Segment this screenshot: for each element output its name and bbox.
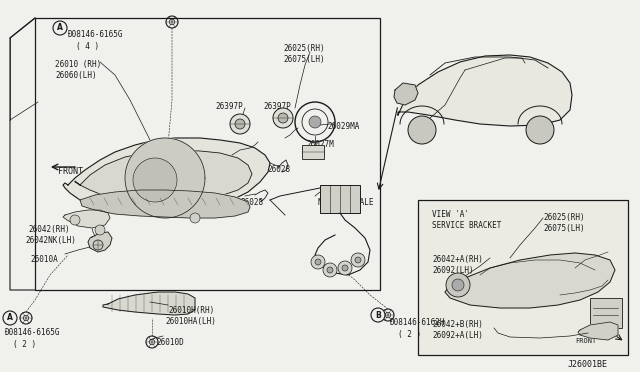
Bar: [418, 200, 628, 355]
Circle shape: [327, 267, 333, 273]
Text: 26075(LH): 26075(LH): [543, 224, 584, 233]
Circle shape: [323, 263, 337, 277]
Text: VIEW 'A': VIEW 'A': [432, 210, 469, 219]
Text: B: B: [375, 311, 381, 320]
Bar: [590, 298, 622, 328]
Text: FRONT: FRONT: [575, 338, 596, 344]
Circle shape: [338, 261, 352, 275]
Text: ( 4 ): ( 4 ): [76, 42, 99, 51]
Text: A: A: [57, 23, 63, 32]
Text: 26025(RH): 26025(RH): [543, 213, 584, 222]
Text: 26028: 26028: [240, 198, 263, 207]
Text: 26060(LH): 26060(LH): [55, 71, 97, 80]
Text: FRONT: FRONT: [58, 167, 83, 176]
Text: 26028: 26028: [267, 165, 290, 174]
Polygon shape: [578, 322, 618, 340]
Polygon shape: [80, 190, 250, 218]
Text: 26092(LH): 26092(LH): [432, 266, 474, 275]
Polygon shape: [103, 292, 195, 315]
Circle shape: [452, 279, 464, 291]
Circle shape: [133, 158, 177, 202]
Text: SERVICE BRACKET: SERVICE BRACKET: [432, 221, 501, 230]
Circle shape: [309, 116, 321, 128]
Text: 26010 (RH): 26010 (RH): [55, 60, 101, 69]
Polygon shape: [63, 210, 110, 228]
Circle shape: [93, 240, 103, 250]
Polygon shape: [88, 232, 112, 252]
Circle shape: [70, 215, 80, 225]
Circle shape: [371, 308, 385, 322]
Text: NOT FOR SALE: NOT FOR SALE: [318, 198, 374, 207]
Text: Ð08146-6162H: Ð08146-6162H: [390, 318, 445, 327]
Text: 26042(RH): 26042(RH): [28, 225, 70, 234]
Circle shape: [446, 273, 470, 297]
Polygon shape: [75, 150, 252, 202]
Text: ( 2 ): ( 2 ): [398, 330, 421, 339]
Circle shape: [95, 225, 105, 235]
Polygon shape: [125, 138, 205, 218]
Circle shape: [315, 259, 321, 265]
Bar: [302, 145, 324, 159]
Circle shape: [355, 257, 361, 263]
Circle shape: [408, 116, 436, 144]
Text: ( 2 ): ( 2 ): [13, 340, 36, 349]
Text: 26010D: 26010D: [156, 338, 184, 347]
Circle shape: [190, 213, 200, 223]
Text: 26010H(RH): 26010H(RH): [168, 306, 214, 315]
Text: 26042+A(RH): 26042+A(RH): [432, 255, 483, 264]
Circle shape: [53, 21, 67, 35]
Text: 26025(RH): 26025(RH): [283, 44, 324, 53]
Circle shape: [311, 255, 325, 269]
Text: 26029MA: 26029MA: [327, 122, 360, 131]
Text: 26397P: 26397P: [215, 102, 243, 111]
Text: 26010A: 26010A: [30, 255, 58, 264]
Bar: [320, 185, 360, 213]
Polygon shape: [394, 83, 418, 105]
Circle shape: [526, 116, 554, 144]
Circle shape: [3, 311, 17, 325]
Polygon shape: [398, 55, 572, 126]
Circle shape: [351, 253, 365, 267]
Circle shape: [273, 108, 293, 128]
Circle shape: [278, 113, 288, 123]
Circle shape: [235, 119, 245, 129]
Text: A: A: [141, 175, 147, 185]
Circle shape: [230, 114, 250, 134]
Bar: [35, 18, 380, 290]
Text: Ð08146-6165G: Ð08146-6165G: [68, 30, 124, 39]
Text: 26042+B(RH): 26042+B(RH): [432, 320, 483, 329]
Text: 26092+A(LH): 26092+A(LH): [432, 331, 483, 340]
Text: Ð08146-6165G: Ð08146-6165G: [5, 328, 61, 337]
Text: A: A: [7, 314, 13, 323]
Text: 26027M: 26027M: [306, 140, 333, 149]
Circle shape: [342, 265, 348, 271]
Text: 26042NK(LH): 26042NK(LH): [25, 236, 76, 245]
Polygon shape: [63, 138, 270, 216]
Polygon shape: [445, 253, 615, 308]
Text: J26001BE: J26001BE: [568, 360, 608, 369]
Text: 26397P: 26397P: [263, 102, 291, 111]
Text: 26075(LH): 26075(LH): [283, 55, 324, 64]
Text: 26010HA(LH): 26010HA(LH): [165, 317, 216, 326]
